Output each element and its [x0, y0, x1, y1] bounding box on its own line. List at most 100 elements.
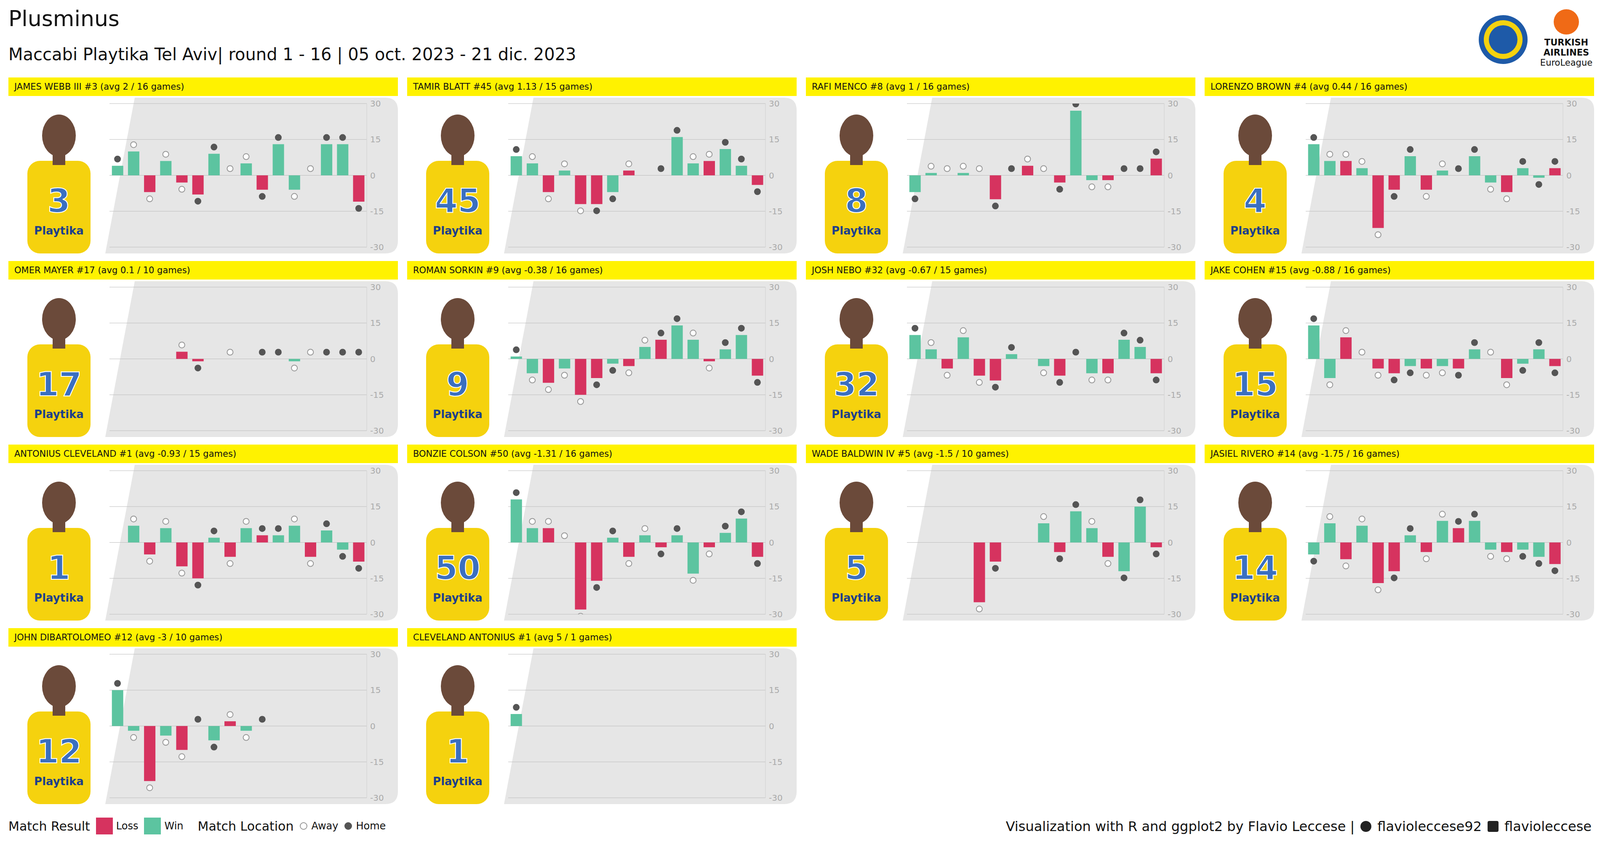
svg-text:-15: -15: [370, 757, 384, 768]
svg-text:Playtika: Playtika: [432, 591, 483, 605]
svg-text:Playtika: Playtika: [34, 224, 84, 238]
svg-text:-30: -30: [1167, 609, 1182, 620]
svg-text:Playtika: Playtika: [432, 408, 483, 421]
svg-text:15: 15: [370, 685, 381, 696]
svg-text:-15: -15: [370, 389, 384, 400]
svg-text:0: 0: [768, 354, 775, 365]
svg-text:1: 1: [47, 549, 71, 587]
svg-text:15: 15: [768, 134, 780, 145]
svg-text:8: 8: [845, 181, 868, 220]
svg-text:30: 30: [768, 465, 780, 476]
svg-text:-30: -30: [370, 609, 384, 620]
svg-text:45: 45: [434, 181, 481, 220]
svg-text:15: 15: [1232, 365, 1279, 404]
svg-text:30: 30: [1167, 282, 1179, 293]
svg-text:9: 9: [446, 365, 470, 404]
svg-text:30: 30: [370, 649, 381, 660]
svg-text:4: 4: [1243, 181, 1267, 220]
svg-text:-15: -15: [768, 573, 783, 584]
svg-text:15: 15: [1167, 501, 1179, 512]
svg-text:-30: -30: [1167, 242, 1182, 253]
svg-text:15: 15: [768, 317, 780, 328]
svg-text:-15: -15: [370, 573, 384, 584]
svg-text:Playtika: Playtika: [831, 224, 882, 238]
svg-text:-15: -15: [1566, 573, 1581, 584]
svg-text:15: 15: [1566, 317, 1577, 328]
svg-text:50: 50: [434, 549, 481, 587]
svg-text:0: 0: [370, 170, 376, 181]
svg-text:15: 15: [768, 501, 780, 512]
svg-text:0: 0: [370, 721, 376, 732]
svg-text:0: 0: [1167, 170, 1174, 181]
svg-text:TURKISH: TURKISH: [1544, 37, 1589, 48]
svg-text:0: 0: [1167, 537, 1174, 548]
svg-text:-15: -15: [768, 389, 783, 400]
svg-text:30: 30: [1167, 98, 1179, 109]
svg-text:30: 30: [370, 465, 381, 476]
svg-text:-30: -30: [1167, 425, 1182, 436]
svg-text:15: 15: [1566, 134, 1577, 145]
svg-text:-30: -30: [370, 242, 384, 253]
svg-text:-30: -30: [768, 792, 783, 803]
svg-text:-30: -30: [1566, 242, 1581, 253]
svg-text:3: 3: [47, 181, 71, 220]
svg-text:30: 30: [1566, 282, 1577, 293]
svg-text:Playtika: Playtika: [831, 591, 882, 605]
svg-text:-15: -15: [1566, 206, 1581, 217]
svg-text:AIRLINES: AIRLINES: [1543, 47, 1590, 58]
svg-text:30: 30: [1566, 465, 1577, 476]
svg-text:15: 15: [370, 134, 381, 145]
svg-text:30: 30: [768, 98, 780, 109]
svg-text:12: 12: [36, 732, 83, 771]
svg-text:-15: -15: [1167, 573, 1182, 584]
svg-text:1: 1: [446, 732, 470, 771]
svg-text:30: 30: [768, 282, 780, 293]
svg-text:-30: -30: [370, 792, 384, 803]
svg-text:-15: -15: [768, 206, 783, 217]
svg-text:-15: -15: [768, 757, 783, 768]
svg-text:-30: -30: [1566, 425, 1581, 436]
svg-text:30: 30: [1566, 98, 1577, 109]
svg-text:Playtika: Playtika: [432, 224, 483, 238]
svg-text:14: 14: [1232, 549, 1279, 587]
svg-text:0: 0: [370, 354, 376, 365]
svg-text:-30: -30: [370, 425, 384, 436]
svg-text:15: 15: [370, 317, 381, 328]
svg-text:-15: -15: [1167, 206, 1182, 217]
svg-text:0: 0: [1566, 170, 1572, 181]
svg-text:15: 15: [370, 501, 381, 512]
svg-text:15: 15: [1167, 134, 1179, 145]
svg-text:Playtika: Playtika: [34, 775, 84, 788]
svg-text:-30: -30: [768, 609, 783, 620]
svg-text:Playtika: Playtika: [34, 408, 84, 421]
svg-text:30: 30: [1167, 465, 1179, 476]
svg-text:0: 0: [1167, 354, 1174, 365]
svg-text:0: 0: [768, 537, 775, 548]
svg-text:32: 32: [833, 365, 880, 404]
svg-text:0: 0: [370, 537, 376, 548]
svg-text:0: 0: [1566, 537, 1572, 548]
svg-text:EuroLeague: EuroLeague: [1540, 57, 1593, 68]
svg-text:Playtika: Playtika: [34, 591, 84, 605]
svg-text:-15: -15: [370, 206, 384, 217]
svg-text:Playtika: Playtika: [1230, 408, 1280, 421]
svg-text:5: 5: [845, 549, 868, 587]
svg-text:-30: -30: [768, 425, 783, 436]
svg-text:0: 0: [768, 170, 775, 181]
svg-text:15: 15: [1566, 501, 1577, 512]
svg-text:-15: -15: [1167, 389, 1182, 400]
svg-text:15: 15: [768, 685, 780, 696]
svg-text:-30: -30: [1566, 609, 1581, 620]
svg-text:30: 30: [768, 649, 780, 660]
svg-text:Playtika: Playtika: [432, 775, 483, 788]
svg-text:0: 0: [1566, 354, 1572, 365]
svg-text:17: 17: [36, 365, 83, 404]
svg-text:30: 30: [370, 282, 381, 293]
svg-text:Playtika: Playtika: [1230, 224, 1280, 238]
svg-text:Playtika: Playtika: [831, 408, 882, 421]
svg-text:0: 0: [768, 721, 775, 732]
svg-text:Playtika: Playtika: [1230, 591, 1280, 605]
svg-text:-15: -15: [1566, 389, 1581, 400]
svg-text:15: 15: [1167, 317, 1179, 328]
svg-text:-30: -30: [768, 242, 783, 253]
